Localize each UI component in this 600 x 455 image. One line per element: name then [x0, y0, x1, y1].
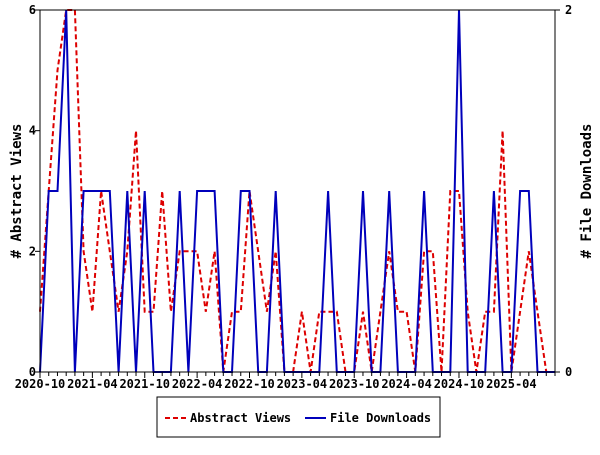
x-tick-label: 2023-10 [329, 377, 380, 391]
x-tick-label: 2022-10 [224, 377, 275, 391]
x-tick-label: 2024-10 [434, 377, 485, 391]
y-tick-label-left: 6 [29, 3, 36, 17]
y-tick-label-left: 0 [29, 365, 36, 379]
series-layer [39, 9, 555, 373]
x-tick-label: 2025-04 [486, 377, 537, 391]
ticks-layer: 2020-10 2021-04 2021-10 2022-04 2022-10 2023-… [15, 3, 573, 391]
series-line-file-downloads [39, 9, 555, 373]
y-tick-label-left: 4 [29, 124, 36, 138]
legend-label-file-downloads: File Downloads [330, 411, 431, 425]
legend-box [156, 396, 441, 438]
x-tick-label: 2020-10 [15, 377, 66, 391]
y-tick-label-right: 2 [565, 3, 572, 17]
x-tick-label: 2024-04 [381, 377, 432, 391]
y-tick-label-left: 2 [29, 244, 36, 258]
y-tick-label-right: 0 [565, 365, 572, 379]
legend-label-abstract-views: Abstract Views [190, 411, 291, 425]
y-axis-left-label: # Abstract Views [9, 124, 25, 259]
x-tick-label: 2022-04 [172, 377, 223, 391]
plot-frame [39, 9, 556, 373]
x-tick-label: 2021-10 [119, 377, 170, 391]
x-tick-label: 2023-04 [277, 377, 328, 391]
legend: Abstract Views File Downloads [156, 396, 441, 438]
y-axis-right-label: # File Downloads [579, 124, 595, 259]
x-tick-label: 2021-04 [67, 377, 118, 391]
